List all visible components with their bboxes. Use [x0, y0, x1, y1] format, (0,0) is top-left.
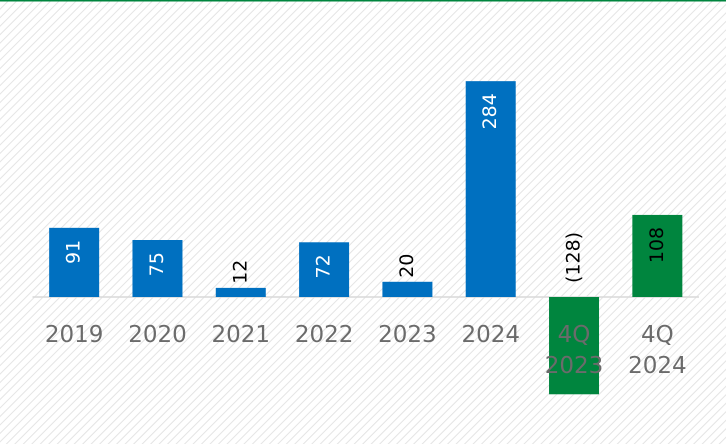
value-label: 75 [146, 252, 168, 276]
value-label: 108 [646, 227, 668, 263]
bar [132, 240, 183, 297]
x-tick-label: 2021 [211, 322, 271, 348]
bar [382, 281, 433, 297]
value-label: 20 [396, 254, 418, 278]
value-label: 72 [313, 254, 335, 278]
x-tick-label: 2024 [461, 322, 520, 348]
x-tick-label: 2020 [128, 322, 187, 348]
value-label: 91 [63, 240, 85, 264]
x-tick-label: 2022 [294, 322, 354, 348]
bar [549, 297, 600, 395]
bar [632, 214, 683, 297]
bar [215, 287, 266, 297]
x-tick-label: 2023 [378, 322, 437, 348]
x-tick-label: 4Q 2023 [544, 322, 604, 379]
x-tick-label: 2019 [44, 322, 104, 348]
bar [465, 81, 516, 297]
bar [299, 242, 350, 297]
value-label: (128) [563, 232, 585, 283]
bar [49, 227, 100, 297]
value-label: 284 [479, 93, 501, 129]
x-tick-label: 4Q 2024 [628, 322, 687, 379]
value-label: 12 [229, 260, 251, 284]
